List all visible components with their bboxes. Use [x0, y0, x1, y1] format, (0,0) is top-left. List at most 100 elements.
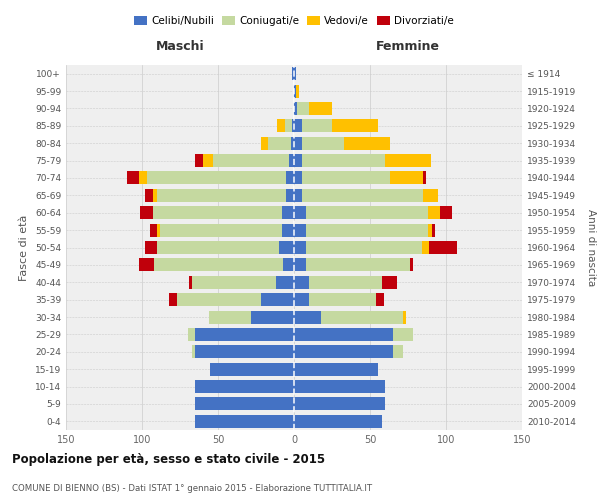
- Bar: [140, 206, 152, 220]
- Bar: [294, 84, 296, 98]
- Bar: [292, 120, 294, 132]
- Bar: [306, 258, 410, 272]
- Bar: [160, 224, 282, 236]
- Bar: [195, 154, 203, 167]
- Y-axis label: Fasce di età: Fasce di età: [19, 214, 29, 280]
- Text: COMUNE DI BIENNO (BS) - Dati ISTAT 1° gennaio 2015 - Elaborazione TUTTITALIA.IT: COMUNE DI BIENNO (BS) - Dati ISTAT 1° ge…: [12, 484, 372, 493]
- Bar: [390, 172, 423, 184]
- Bar: [294, 258, 306, 272]
- Bar: [127, 172, 139, 184]
- Bar: [286, 189, 294, 202]
- Bar: [146, 172, 286, 184]
- Bar: [294, 224, 306, 236]
- Bar: [294, 154, 302, 167]
- Bar: [422, 241, 429, 254]
- Bar: [152, 189, 157, 202]
- Bar: [306, 206, 428, 220]
- Bar: [294, 362, 377, 376]
- Bar: [292, 67, 294, 80]
- Bar: [428, 206, 440, 220]
- Bar: [294, 189, 302, 202]
- Bar: [423, 172, 426, 184]
- Bar: [195, 415, 294, 428]
- Bar: [302, 189, 423, 202]
- Bar: [192, 346, 195, 358]
- Bar: [260, 293, 294, 306]
- Bar: [429, 241, 457, 254]
- Y-axis label: Anni di nascita: Anni di nascita: [586, 209, 596, 286]
- Bar: [297, 102, 309, 115]
- Bar: [294, 206, 306, 220]
- Bar: [282, 206, 294, 220]
- Bar: [428, 224, 433, 236]
- Bar: [306, 224, 428, 236]
- Text: Femmine: Femmine: [376, 40, 440, 53]
- Bar: [294, 276, 309, 289]
- Bar: [302, 136, 344, 149]
- Bar: [309, 276, 382, 289]
- Bar: [268, 136, 291, 149]
- Bar: [309, 102, 332, 115]
- Bar: [393, 328, 413, 341]
- Bar: [302, 120, 332, 132]
- Bar: [145, 189, 152, 202]
- Bar: [195, 398, 294, 410]
- Bar: [309, 293, 376, 306]
- Bar: [294, 120, 302, 132]
- Bar: [382, 276, 397, 289]
- Bar: [332, 120, 377, 132]
- Bar: [282, 224, 294, 236]
- Bar: [294, 241, 306, 254]
- Bar: [440, 206, 452, 220]
- Bar: [260, 136, 268, 149]
- Bar: [344, 136, 390, 149]
- Bar: [403, 310, 406, 324]
- Bar: [285, 120, 292, 132]
- Bar: [157, 241, 279, 254]
- Bar: [289, 154, 294, 167]
- Bar: [279, 241, 294, 254]
- Bar: [192, 276, 276, 289]
- Bar: [276, 276, 294, 289]
- Bar: [283, 258, 294, 272]
- Bar: [423, 189, 439, 202]
- Bar: [251, 310, 294, 324]
- Bar: [157, 224, 160, 236]
- Bar: [296, 84, 299, 98]
- Bar: [294, 346, 393, 358]
- Bar: [277, 120, 285, 132]
- Bar: [154, 258, 283, 272]
- Bar: [169, 293, 177, 306]
- Text: Maschi: Maschi: [155, 40, 205, 53]
- Bar: [149, 224, 157, 236]
- Text: Popolazione per età, sesso e stato civile - 2015: Popolazione per età, sesso e stato civil…: [12, 452, 325, 466]
- Legend: Celibi/Nubili, Coniugati/e, Vedovi/e, Divorziati/e: Celibi/Nubili, Coniugati/e, Vedovi/e, Di…: [130, 12, 458, 30]
- Bar: [302, 154, 385, 167]
- Bar: [211, 362, 294, 376]
- Bar: [294, 328, 393, 341]
- Bar: [294, 172, 302, 184]
- Bar: [302, 172, 390, 184]
- Bar: [294, 415, 382, 428]
- Bar: [157, 189, 286, 202]
- Bar: [393, 346, 403, 358]
- Bar: [294, 398, 385, 410]
- Bar: [188, 328, 195, 341]
- Bar: [410, 258, 413, 272]
- Bar: [385, 154, 431, 167]
- Bar: [294, 102, 297, 115]
- Bar: [139, 258, 154, 272]
- Bar: [291, 136, 294, 149]
- Bar: [209, 310, 251, 324]
- Bar: [286, 172, 294, 184]
- Bar: [322, 310, 403, 324]
- Bar: [294, 67, 296, 80]
- Bar: [294, 293, 309, 306]
- Bar: [294, 380, 385, 393]
- Bar: [195, 380, 294, 393]
- Bar: [214, 154, 289, 167]
- Bar: [203, 154, 214, 167]
- Bar: [152, 206, 282, 220]
- Bar: [294, 136, 302, 149]
- Bar: [376, 293, 383, 306]
